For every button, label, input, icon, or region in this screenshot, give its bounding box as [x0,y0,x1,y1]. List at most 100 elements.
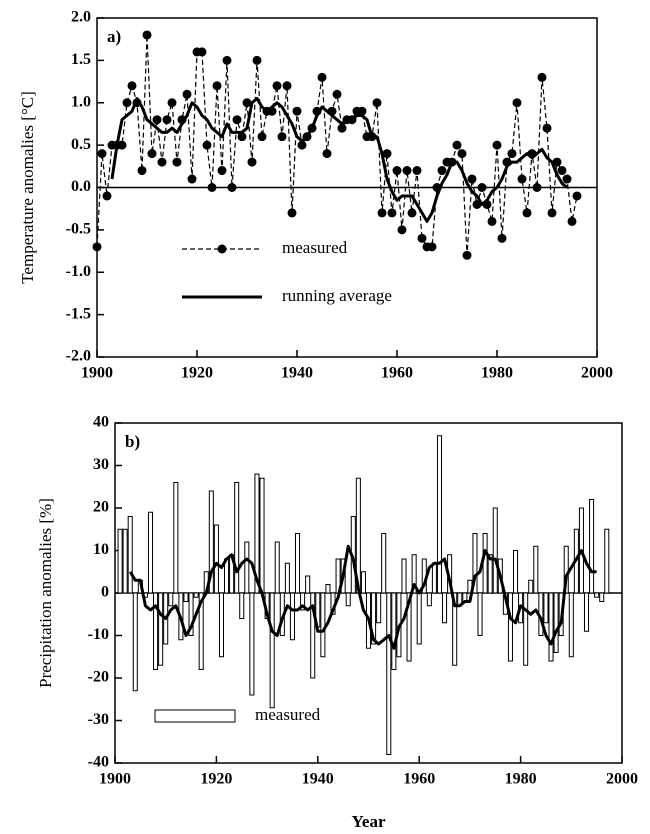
bar [183,592,189,602]
bar [300,592,306,611]
marker [487,216,497,226]
marker [417,233,427,243]
bar [563,545,569,594]
y-tick-label: 40 [93,414,109,431]
bar [173,482,179,594]
bar [294,533,301,594]
bar [284,562,290,594]
series-line [110,97,568,223]
panel-label: b) [125,432,140,451]
marker [147,149,157,159]
y-tick-label: 0.5 [71,136,91,153]
bar [371,592,377,645]
y-tick-label: 10 [93,541,109,558]
bar [376,592,382,624]
series-line [128,544,597,650]
bar [239,592,245,619]
bar [604,528,610,594]
bar [568,592,574,658]
marker [277,132,287,142]
bar [289,592,295,641]
bar [436,435,443,594]
bar [452,592,458,666]
marker [562,174,572,184]
marker [397,225,407,235]
bar [391,592,397,670]
marker [122,98,132,108]
marker [152,115,162,125]
bar [523,592,529,666]
bar [416,592,422,645]
bar [218,592,224,658]
bar [127,516,133,594]
marker [282,81,292,91]
marker [507,149,517,159]
marker [437,166,447,176]
y-tick-label: 1.0 [71,93,91,110]
bar [401,558,407,594]
bar [548,592,554,662]
bar [168,592,174,607]
marker [537,72,547,82]
bar [158,592,164,666]
bar [426,592,432,607]
marker [232,115,242,125]
y-tick-label: 2.0 [71,9,91,26]
marker [377,208,387,218]
y-axis-label: Precipitation anomalies [%] [36,498,55,688]
marker [532,183,542,192]
marker [182,89,192,99]
marker [292,106,302,116]
bar [132,592,138,692]
marker [547,208,557,218]
x-tick-label: 1900 [99,771,131,788]
bar [411,554,417,594]
bar [442,592,448,624]
marker [157,157,167,167]
marker [457,149,467,159]
bar [259,477,265,594]
marker [382,149,392,159]
marker [357,106,367,116]
y-tick-label: 30 [93,456,109,473]
legend-swatch [154,709,236,723]
marker [252,55,262,65]
bar [472,533,478,594]
x-tick-label: 1920 [181,365,213,382]
y-tick-label: -10 [88,626,109,643]
x-tick-label: 1940 [302,771,334,788]
bar [487,554,493,594]
marker [207,183,217,192]
x-tick-label: 1960 [381,365,413,382]
y-tick-label: 20 [93,499,109,516]
marker [512,98,522,108]
x-tick-label: 1960 [403,771,435,788]
marker [392,166,402,176]
bar [360,571,366,594]
marker [237,132,247,142]
marker [322,149,332,159]
bar [594,592,600,598]
marker [517,174,527,184]
bar [386,592,392,755]
marker [337,123,347,133]
y-tick-label: 0 [101,584,109,601]
bar [599,592,605,602]
marker [202,140,212,150]
bar [431,562,437,594]
bar [583,592,590,632]
marker [172,157,182,167]
bar [482,533,488,594]
marker [467,174,477,184]
bar [305,575,311,594]
x-tick-label: 1940 [281,365,313,382]
marker [212,81,222,91]
marker [477,183,487,192]
bar [213,524,219,594]
bar [320,592,326,658]
marker [92,242,102,252]
marker [222,55,232,65]
marker [542,123,552,133]
marker [127,81,137,91]
